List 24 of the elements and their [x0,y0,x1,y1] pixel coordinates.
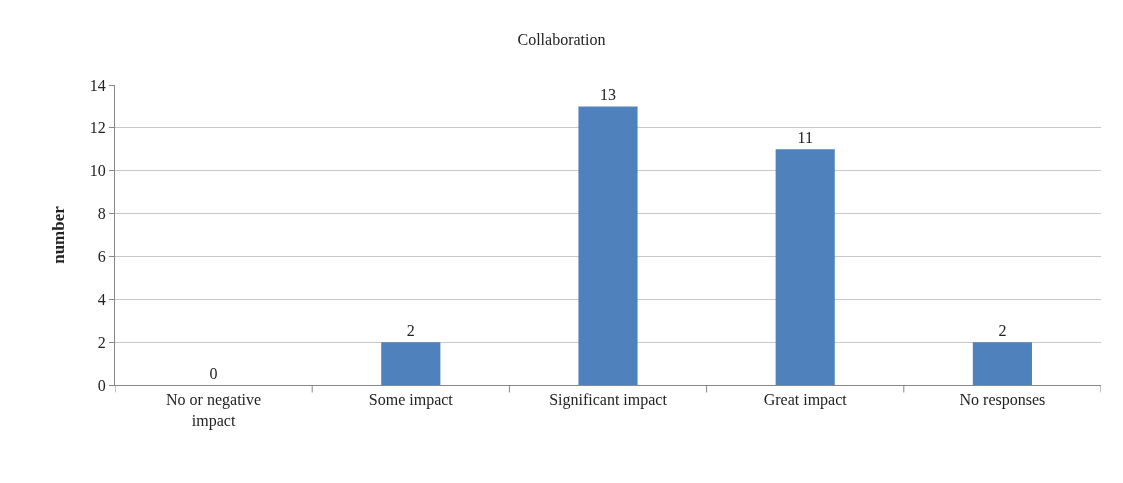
y-tick-label: 14 [89,76,106,94]
x-tick-label: Significant impact [549,391,668,410]
data-label: 2 [406,322,415,340]
x-tick-label: No responses [959,391,1046,410]
chart-title: Collaboration [517,31,606,49]
y-tick-label: 10 [89,162,106,180]
data-label: 13 [600,86,616,104]
data-label: 0 [209,365,218,382]
y-tick-label: 2 [97,333,106,351]
y-axis-title: number [49,205,69,264]
data-label: 11 [797,129,813,147]
y-tick-label: 6 [97,248,106,266]
y-tick-label: 4 [97,290,106,308]
y-tick-label: 0 [97,376,106,394]
x-tick-label: No or negative impact [166,391,262,430]
x-tick-label: Great impact [763,391,848,410]
bar [972,342,1032,385]
y-tick-label: 8 [97,205,106,223]
bar [775,149,835,385]
data-label: 2 [998,322,1007,340]
x-tick-label: Some impact [368,391,454,410]
bar [381,342,441,385]
y-tick-label: 12 [89,119,106,137]
bar [578,106,638,385]
